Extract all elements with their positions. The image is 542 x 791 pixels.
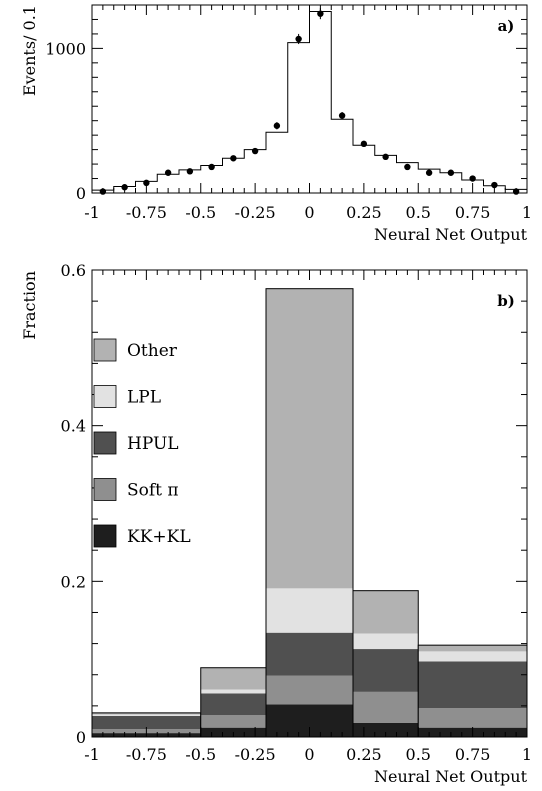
panel-b-y-tick-label: 0.4 [61,417,86,436]
panel-b-y-tick-label: 0 [76,728,86,747]
panel-b-bar-segment [200,689,266,694]
panel-a-x-axis-title: Neural Net Output [374,225,528,244]
panel-a-data-point [99,188,107,195]
panel-a-data-point [121,184,128,191]
panel-a-data-point [273,122,281,129]
panel-b-bar-segment [200,715,266,728]
panel-a-data-point [230,155,237,162]
panel-b-bar-segment [266,675,353,705]
panel-a-data-point [208,163,215,171]
panel-b-x-axis-title: Neural Net Output [374,767,528,786]
panel-a-data-point [404,163,411,171]
legend-label: Soft π [127,481,179,501]
panel-b-bar-segment [200,667,266,690]
panel-a-data-point [491,181,498,189]
panel-b-y-axis-title: Fraction [20,271,39,340]
panel-b-bar-segment [353,691,419,723]
panel-a-data-point [338,112,346,119]
panel-a-x-tick-label: -0.25 [235,203,276,222]
panel-b-bar-segment [418,661,527,709]
legend-swatch [93,524,117,548]
panel-b-y-tick-label: 0.2 [61,572,86,591]
panel-b-ticks [91,269,528,738]
legend-swatch [93,478,117,501]
panel-b-x-tick-label: 0.5 [406,745,431,764]
panel-a-data-point [295,35,302,43]
panel-a-data-point [251,147,259,155]
panel-b-x-tick-label: -0.5 [185,745,216,764]
legend-swatch [93,338,117,362]
panel-a-y-tick-label: 0 [76,184,86,203]
legend-swatch [93,431,117,455]
panel-a-data-point [317,10,324,17]
panel-a-data-point [186,168,194,175]
panel-a-x-tick-label: -0.75 [126,203,167,222]
panel-a-x-tick-label: 0.75 [455,203,491,222]
panel-b-x-tick-label: -0.25 [235,745,276,764]
panel-b-bar-segment [418,645,527,652]
panel-a-x-tick-labels: -1 -0.75 -0.5 -0.25 0 0.25 0.5 0.75 1 [84,203,532,222]
panel-a-data-points [99,8,520,195]
panel-a-step-histogram [91,11,528,193]
panel-a-data-point [447,169,455,176]
panel-a-data-point [143,179,150,187]
panel-a-x-tick-label: -1 [84,203,100,222]
panel-a-data-point [425,169,433,176]
panel-b-x-tick-labels: -1 -0.75 -0.5 -0.25 0 0.25 0.5 0.75 1 [84,745,532,764]
legend-label: LPL [127,388,161,408]
panel-b-bar-segment [92,714,201,716]
legend-label: HPUL [127,434,179,454]
panel-b-bar-segment [418,708,527,728]
panel-b-bar-segment [200,693,266,716]
panel-b-y-tick-label: 0.6 [61,261,86,280]
panel-a-x-tick-label: -0.5 [185,203,216,222]
panel-a-data-point [360,140,368,148]
legend-label: Other [127,341,178,361]
panel-a-data-point [164,169,172,176]
panel-b-bar-segment [266,632,353,676]
panel-a-x-tick-label: 1 [522,203,532,222]
panel-b-label: b) [497,292,515,310]
panel-a-data-point [382,153,389,161]
panel-a: -1 -0.75 -0.5 -0.25 0 0.25 0.5 0.75 1 0 1000 a) N… [20,4,532,244]
panel-b-bar-segment [266,588,353,633]
legend-label: KK+KL [127,527,191,547]
panel-a-x-tick-label: 0.25 [346,203,382,222]
panel-a-label: a) [498,17,515,35]
panel-b-bar-segment [92,712,201,715]
panel-b-bar-segment [353,722,419,737]
panel-a-x-tick-label: 0.5 [406,203,431,222]
panel-b-bar-segment [353,633,419,650]
panel-b-x-tick-label: 0 [304,745,314,764]
panel-a-y-axis-title: Events/ 0.1 [20,5,39,96]
panel-a-data-point [512,188,520,195]
panel-b-x-tick-label: 0.75 [455,745,491,764]
panel-b-bar-segment [353,590,419,634]
panel-a-data-point [469,175,476,182]
panel-b-bar-segment [266,288,353,589]
panel-b-x-tick-label: 1 [522,745,532,764]
panel-a-y-tick-label: 1000 [45,39,86,58]
panel-b-y-tick-labels: 0 0.2 0.4 0.6 [61,261,86,747]
panel-a-x-tick-label: 0 [304,203,314,222]
panel-b-bar-segment [353,649,419,692]
panel-b-x-tick-label: 0.25 [346,745,382,764]
panel-b-legend: Other LPL HPUL Soft π KK+KL [93,338,191,548]
legend-swatch [93,385,117,408]
panel-b-bar-segment [92,715,201,730]
panel-b-x-tick-label: -0.75 [126,745,167,764]
panel-a-y-tick-labels: 0 1000 [45,39,86,203]
panel-b: -1 -0.75 -0.5 -0.25 0 0.25 0.5 0.75 1 0 0.2 0.4 0.6… [20,261,532,786]
panel-b-x-tick-label: -1 [84,745,100,764]
panel-b-bar-segment [418,651,527,662]
